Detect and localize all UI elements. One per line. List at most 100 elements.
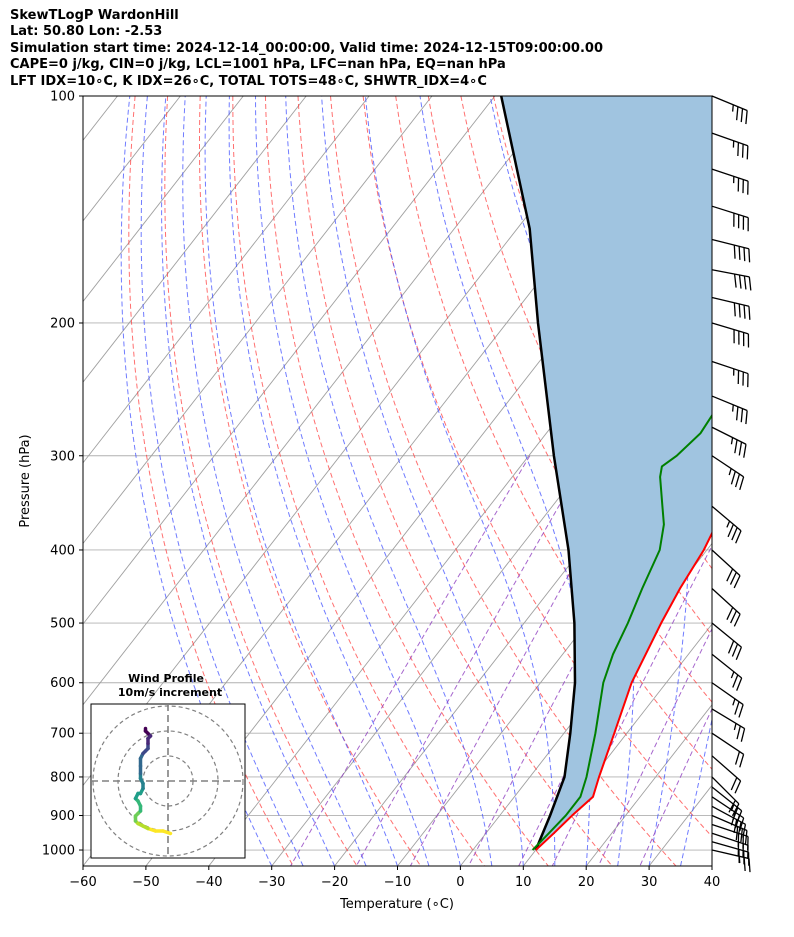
barb-feather xyxy=(729,571,737,585)
chart-title: SkewTLogP WardonHill xyxy=(10,8,179,23)
wind-barb xyxy=(711,755,742,794)
barb-feather xyxy=(732,674,739,688)
wind-barb xyxy=(711,132,749,160)
barb-shaft xyxy=(711,549,741,577)
barb-half-feather xyxy=(730,671,735,679)
dry-adiabat-line xyxy=(754,96,794,866)
parcel-line xyxy=(499,96,577,851)
dry-adiabat-line xyxy=(330,96,677,866)
cape-line: CAPE=0 j/kg, CIN=0 j/kg, LCL=1001 hPa, L… xyxy=(10,57,506,73)
moist-adiabat-line xyxy=(140,96,304,866)
barb-feather xyxy=(746,145,749,160)
barb-feather xyxy=(743,444,747,458)
y-tick-label: 600 xyxy=(50,676,75,691)
barb-feather xyxy=(743,305,746,319)
mixing-ratio-line xyxy=(409,455,636,866)
barb-feather xyxy=(745,410,748,425)
mixing-ratio-line xyxy=(290,455,531,866)
wind-barb xyxy=(711,732,745,768)
barb-feather xyxy=(737,821,742,836)
barb-feather xyxy=(739,476,745,491)
wind-barb xyxy=(711,455,745,491)
barb-shaft xyxy=(711,168,749,182)
barb-shaft xyxy=(711,360,749,375)
barb-feather xyxy=(738,274,742,289)
barb-half-feather xyxy=(728,468,732,476)
barb-feather xyxy=(734,473,741,488)
barb-feather xyxy=(748,306,751,320)
barb-shaft xyxy=(711,776,740,805)
barb-feather xyxy=(740,108,744,123)
y-tick-label: 800 xyxy=(50,770,75,785)
hodograph xyxy=(133,726,173,836)
wind-profile-inset: Wind Profile 10m/s increment xyxy=(90,672,246,859)
wind-barb xyxy=(711,505,742,544)
barb-feather xyxy=(731,803,740,817)
barb-feather xyxy=(726,607,734,620)
barb-feather xyxy=(735,406,739,421)
y-tick-label: 300 xyxy=(50,449,75,464)
dry-adiabat-line xyxy=(362,96,712,838)
wind-barb xyxy=(711,360,749,388)
barb-feather xyxy=(735,106,739,121)
barb-half-feather xyxy=(731,404,734,412)
barb-shaft xyxy=(711,238,750,250)
isotherm-line xyxy=(711,865,712,866)
moist-adiabat-line xyxy=(120,96,273,866)
wind-barb xyxy=(711,426,747,458)
barb-shaft xyxy=(711,796,744,819)
barb-feather xyxy=(739,817,745,832)
barb-half-feather xyxy=(732,698,736,706)
barb-feather xyxy=(738,303,741,318)
dry-adiabat-line xyxy=(297,96,613,866)
y-tick-label: 500 xyxy=(50,617,75,632)
barb-feather xyxy=(735,646,743,660)
barb-shaft xyxy=(711,732,744,755)
time-line: Simulation start time: 2024-12-14_00:00:… xyxy=(10,40,603,56)
isotherm-line xyxy=(83,96,559,706)
x-axis-label: Temperature (∘C) xyxy=(339,897,454,912)
barb-shaft xyxy=(711,841,749,853)
isotherm-line xyxy=(83,96,496,625)
barb-shaft xyxy=(711,205,749,219)
barb-feather xyxy=(731,527,738,541)
wind-barb xyxy=(711,322,750,348)
dewpoint-line xyxy=(531,413,712,851)
dry-adiabat-line xyxy=(264,96,549,866)
barb-shaft xyxy=(711,322,749,335)
wind-barb xyxy=(711,395,748,425)
dry-adiabat-line xyxy=(232,96,485,866)
moist-adiabat-line xyxy=(419,96,591,866)
barb-feather xyxy=(740,408,744,423)
moist-adiabat-line xyxy=(228,96,430,866)
barb-feather xyxy=(730,471,736,485)
y-tick-label: 400 xyxy=(50,543,75,558)
barb-feather xyxy=(743,247,746,262)
inset-subtitle: 10m/s increment xyxy=(118,686,222,699)
barb-feather xyxy=(743,275,747,290)
barb-shaft xyxy=(711,426,747,445)
x-tick-label: 40 xyxy=(704,875,721,890)
y-tick-label: 200 xyxy=(50,316,75,331)
cin-shading xyxy=(501,96,712,850)
barb-half-feather xyxy=(730,804,735,812)
wind-barb xyxy=(711,653,743,691)
barb-feather xyxy=(738,704,744,718)
barb-shaft xyxy=(711,395,748,412)
wind-barb xyxy=(711,805,747,838)
barb-feather xyxy=(734,439,738,454)
barb-feather xyxy=(733,613,741,627)
indices-line: LFT IDX=10∘C, K IDX=26∘C, TOTAL TOTS=48∘… xyxy=(10,73,487,89)
dry-adiabat-line xyxy=(787,96,794,866)
wind-barbs xyxy=(711,95,752,873)
y-axis-label: Pressure (hPa) xyxy=(18,434,33,527)
barb-half-feather xyxy=(726,520,731,528)
barb-feather xyxy=(736,810,743,824)
x-tick-label: −30 xyxy=(258,875,285,890)
temperature-line xyxy=(535,531,712,851)
barb-feather xyxy=(726,568,734,582)
moist-adiabat-line xyxy=(711,863,712,866)
x-tick-label: −20 xyxy=(321,875,348,890)
barb-half-feather xyxy=(730,437,734,445)
